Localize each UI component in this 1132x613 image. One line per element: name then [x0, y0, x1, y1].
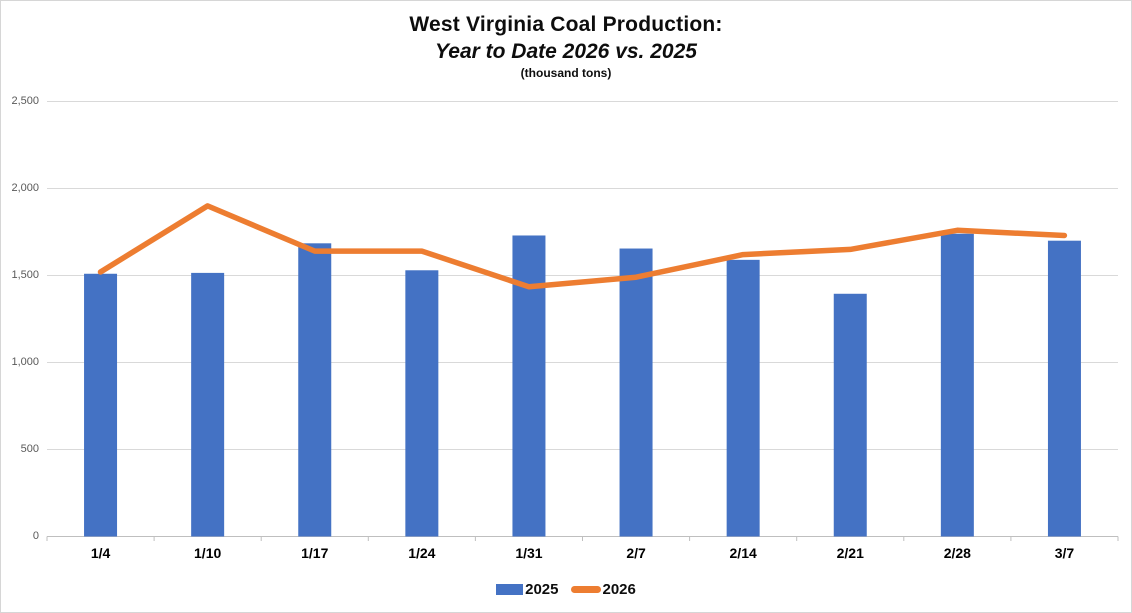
y-tick-label-1,500: 1,500 [11, 268, 39, 281]
chart-units-label: (thousand tons) [520, 66, 612, 80]
x-tick-label-2/14: 2/14 [729, 545, 757, 561]
x-tick-label-2/7: 2/7 [626, 545, 646, 561]
chart-title: West Virginia Coal Production: [409, 13, 723, 36]
y-tick-label-1,000: 1,000 [11, 355, 39, 368]
bar-2025-1/4 [84, 273, 118, 537]
x-tick-label-1/24: 1/24 [408, 545, 436, 561]
y-tick-label-2,500: 2,500 [11, 94, 39, 107]
x-tick-label-1/31: 1/31 [515, 545, 543, 561]
legend-swatch-2026-line [570, 586, 601, 593]
chart-subtitle: Year to Date 2026 vs. 2025 [435, 40, 697, 63]
x-tick-label-2/28: 2/28 [943, 545, 971, 561]
bar-2025-1/17 [298, 243, 332, 537]
x-tick-label-1/17: 1/17 [301, 545, 329, 561]
bar-2025-2/14 [726, 259, 760, 537]
y-tick-label-500: 500 [20, 442, 39, 455]
bar-2025-2/7 [619, 248, 653, 537]
y-tick-label-2,000: 2,000 [11, 181, 39, 194]
bar-2025-1/24 [405, 270, 439, 537]
legend-label-2025: 2025 [525, 581, 559, 598]
legend-swatch-2025-bar [496, 584, 524, 595]
line-series-2026 [97, 203, 1068, 290]
chart-title-block: West Virginia Coal Production: Year to D… [1, 12, 1131, 81]
x-tick-label-1/4: 1/4 [90, 545, 111, 561]
x-tick-label-1/10: 1/10 [194, 545, 222, 561]
bar-2025-3/7 [1047, 240, 1081, 537]
legend: 2025 2026 [1, 582, 1131, 597]
y-tick-label-0: 0 [32, 529, 39, 542]
x-tick-label-3/7: 3/7 [1054, 545, 1075, 561]
bar-2025-1/10 [191, 272, 225, 537]
legend-label-2026: 2026 [602, 581, 636, 598]
x-tick-label-2/21: 2/21 [836, 545, 864, 561]
bar-2025-2/28 [940, 233, 974, 537]
bar-2025-2/21 [833, 293, 867, 537]
